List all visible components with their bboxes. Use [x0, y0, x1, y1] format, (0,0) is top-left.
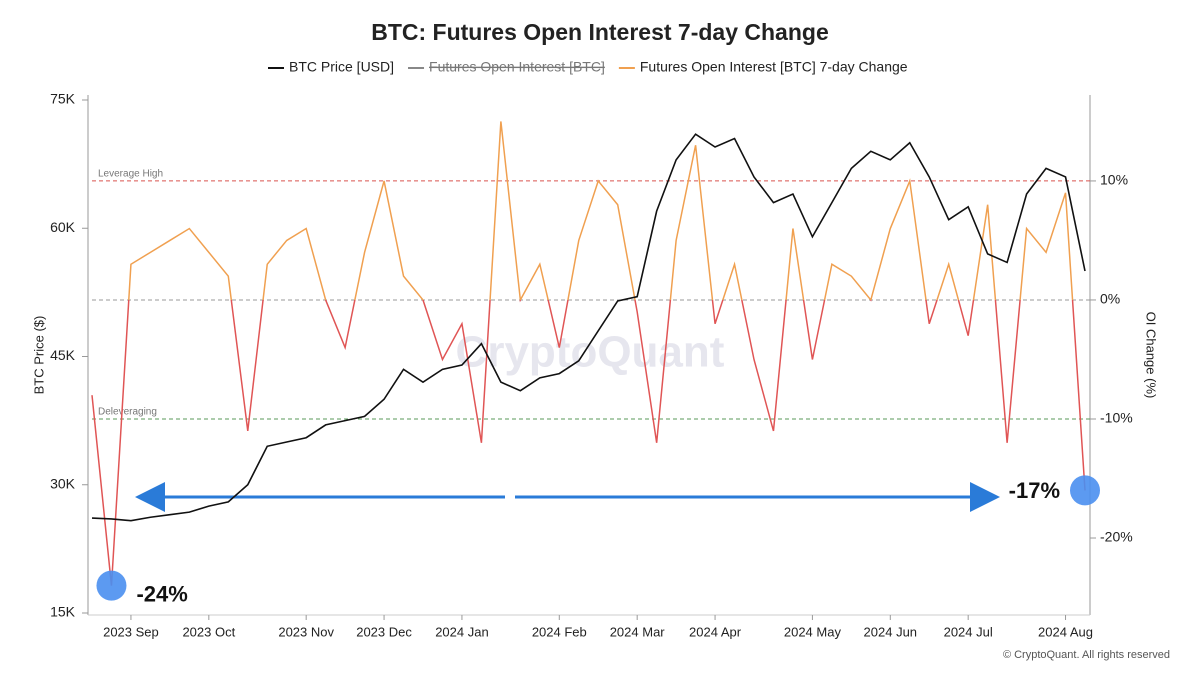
x-tick-label: 2024 Jan: [435, 624, 489, 639]
x-tick-label: 2024 Jul: [944, 624, 993, 639]
x-tick-label: 2024 Apr: [689, 624, 742, 639]
x-tick-label: 2024 Jun: [864, 624, 918, 639]
y2-tick-label: -10%: [1100, 410, 1133, 426]
x-tick-label: 2023 Sep: [103, 624, 159, 639]
y2-tick-label: -20%: [1100, 529, 1133, 545]
y2-tick-label: 10%: [1100, 172, 1128, 188]
annotation-marker: [96, 570, 127, 601]
annotation-marker: [1070, 475, 1100, 506]
price-line: [91, 133, 1086, 522]
legend-label: Futures Open Interest [BTC] 7-day Change: [640, 59, 908, 75]
y-tick-label: 30K: [50, 475, 76, 491]
credit: © CryptoQuant. All rights reserved: [1003, 649, 1170, 661]
annotation-label: -17%: [1009, 478, 1060, 503]
x-tick-label: 2023 Oct: [182, 624, 235, 639]
chart-title: BTC: Futures Open Interest 7-day Change: [371, 19, 829, 45]
x-tick-label: 2024 May: [784, 624, 842, 639]
y-tick-label: 60K: [50, 219, 76, 235]
y-tick-label: 45K: [50, 347, 76, 363]
x-tick-label: 2023 Dec: [356, 624, 412, 639]
reference-label: Leverage High: [98, 169, 163, 180]
legend-label: BTC Price [USD]: [289, 59, 394, 75]
y-tick-label: 75K: [50, 91, 76, 107]
oi-line: [128, 121, 1074, 300]
x-tick-label: 2024 Feb: [532, 624, 587, 639]
oi-line-negative: [91, 299, 1086, 586]
reference-label: Deleveraging: [98, 407, 157, 418]
y-tick-label: 15K: [50, 604, 76, 620]
y2-tick-label: 0%: [1100, 291, 1120, 307]
y-axis-label: BTC Price ($): [31, 316, 46, 395]
watermark: CryptoQuant: [456, 328, 725, 377]
x-tick-label: 2024 Aug: [1038, 624, 1093, 639]
x-tick-label: 2024 Mar: [610, 624, 666, 639]
y2-axis-label: OI Change (%): [1144, 312, 1159, 399]
x-tick-label: 2023 Nov: [278, 624, 334, 639]
annotation-label: -24%: [136, 581, 187, 606]
legend-label: Futures Open Interest [BTC]: [429, 59, 605, 75]
